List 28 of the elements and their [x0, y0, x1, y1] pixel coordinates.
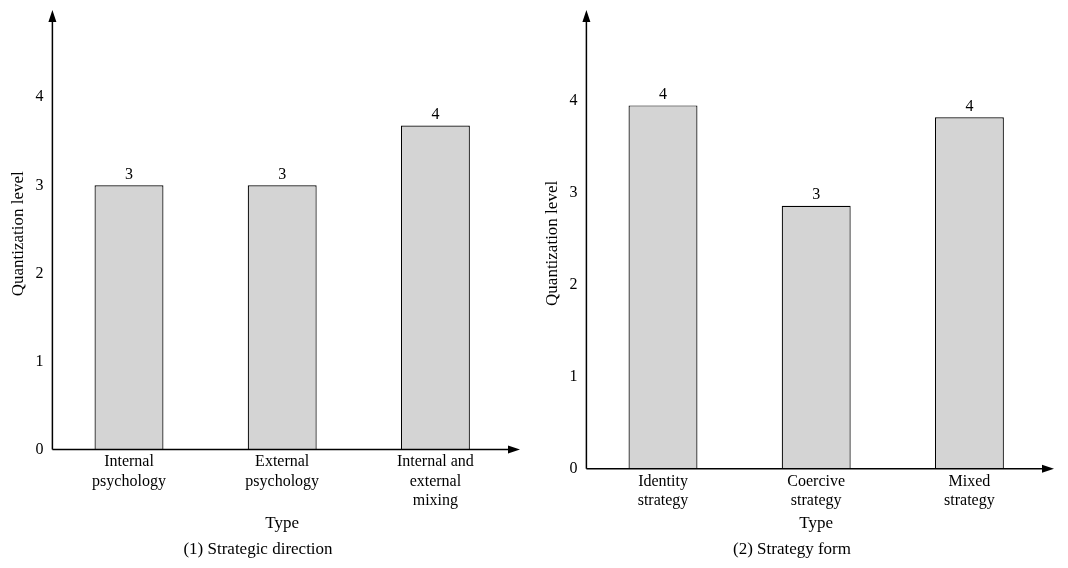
x-tick-label: Identity strategy: [637, 471, 689, 509]
y-tick-label: 0: [35, 439, 44, 457]
data-label: 4: [659, 84, 667, 102]
y-tick-label: 0: [569, 459, 578, 476]
data-label: 3: [125, 164, 133, 182]
text: (2) Strategy form: [732, 539, 852, 559]
x-tick-label: Internal psychology: [92, 452, 166, 490]
y-tick-label: 1: [35, 351, 44, 369]
data-label: 4: [431, 104, 440, 122]
y-axis-title: Quantization level: [7, 170, 27, 297]
y-tick-label: 1: [569, 367, 578, 384]
y-tick-label: 4: [569, 91, 578, 108]
text: (1) Strategic direction: [183, 539, 334, 559]
x-axis-title: Type: [799, 512, 834, 532]
y-tick-label: 3: [569, 183, 578, 200]
y-axis-title: Quantization level: [541, 180, 561, 306]
y-tick-label: 3: [35, 175, 44, 193]
x-tick-label: Mixed strategy: [944, 471, 995, 509]
data-label: 3: [278, 164, 287, 182]
y-tick-label: 2: [35, 263, 44, 281]
x-tick-label: Coercive strategy: [787, 471, 846, 509]
x-axis-title: Type: [265, 512, 300, 532]
x-tick-label: External psychology: [245, 452, 320, 490]
data-label: 4: [965, 96, 974, 114]
data-label: 3: [812, 184, 821, 202]
y-tick-label: 2: [569, 275, 578, 292]
x-tick-label: Internal and external mixing: [396, 452, 474, 509]
y-tick-label: 4: [35, 87, 44, 105]
